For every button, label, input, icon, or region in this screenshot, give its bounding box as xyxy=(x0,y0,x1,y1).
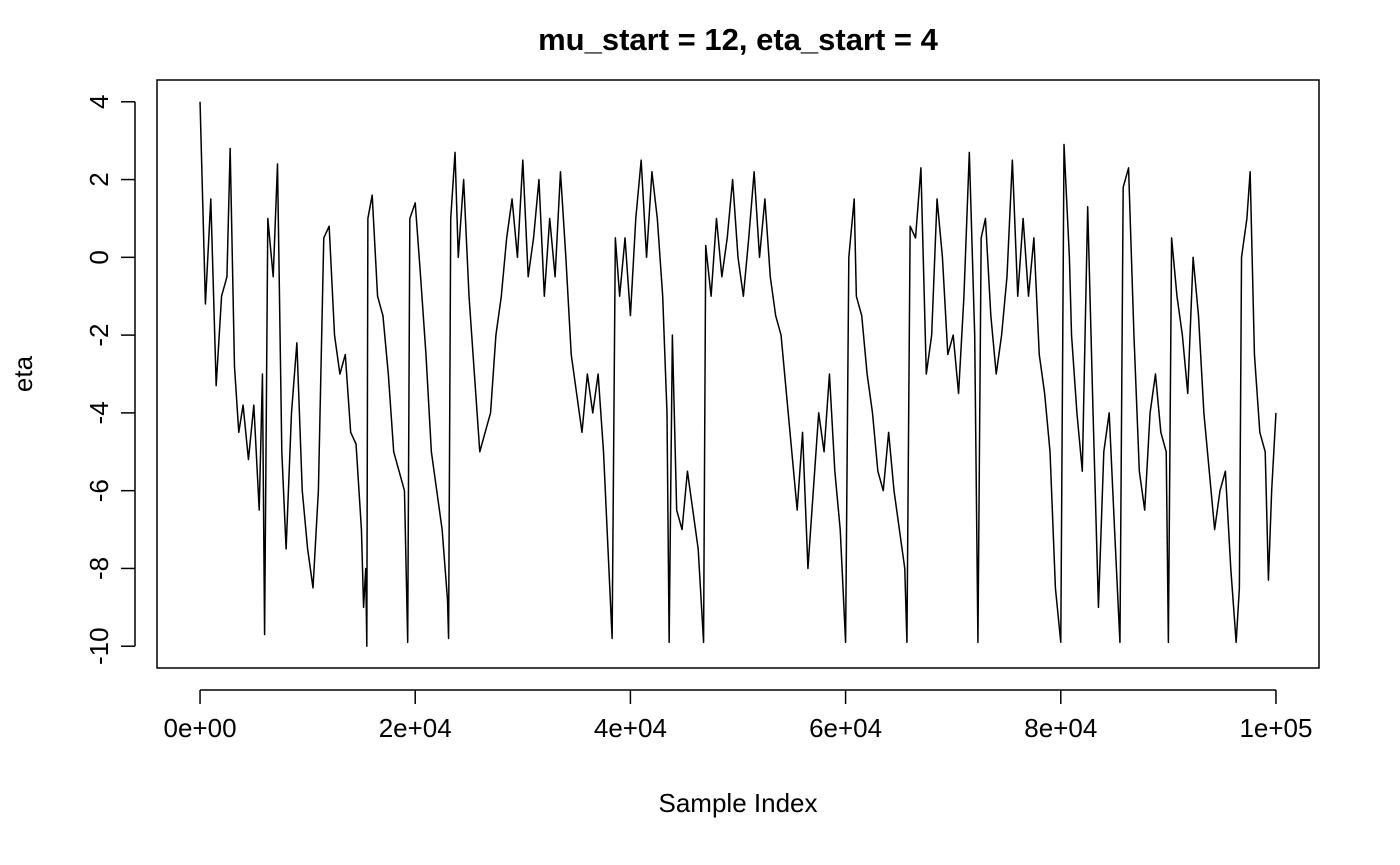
y-tick-label: 0 xyxy=(84,250,114,264)
y-axis-label: eta xyxy=(8,355,38,392)
y-tick-label: -4 xyxy=(84,401,114,424)
x-tick-label: 6e+04 xyxy=(809,713,882,743)
y-tick-label: 2 xyxy=(84,172,114,186)
x-tick-label: 4e+04 xyxy=(594,713,667,743)
plot-frame xyxy=(156,79,1320,669)
x-axis-label: Sample Index xyxy=(659,788,818,818)
y-tick-label: -8 xyxy=(84,557,114,580)
chart-title: mu_start = 12, eta_start = 4 xyxy=(538,22,939,57)
x-tick-label: 2e+04 xyxy=(379,713,452,743)
x-tick-label: 0e+00 xyxy=(164,713,237,743)
data-line xyxy=(199,101,1277,647)
x-tick-label: 8e+04 xyxy=(1024,713,1097,743)
x-tick-label: 1e+05 xyxy=(1239,713,1312,743)
y-tick-label: -2 xyxy=(84,324,114,347)
y-tick-label: -6 xyxy=(84,479,114,502)
y-tick-label: 4 xyxy=(84,95,114,109)
y-tick-label: -10 xyxy=(84,627,114,665)
